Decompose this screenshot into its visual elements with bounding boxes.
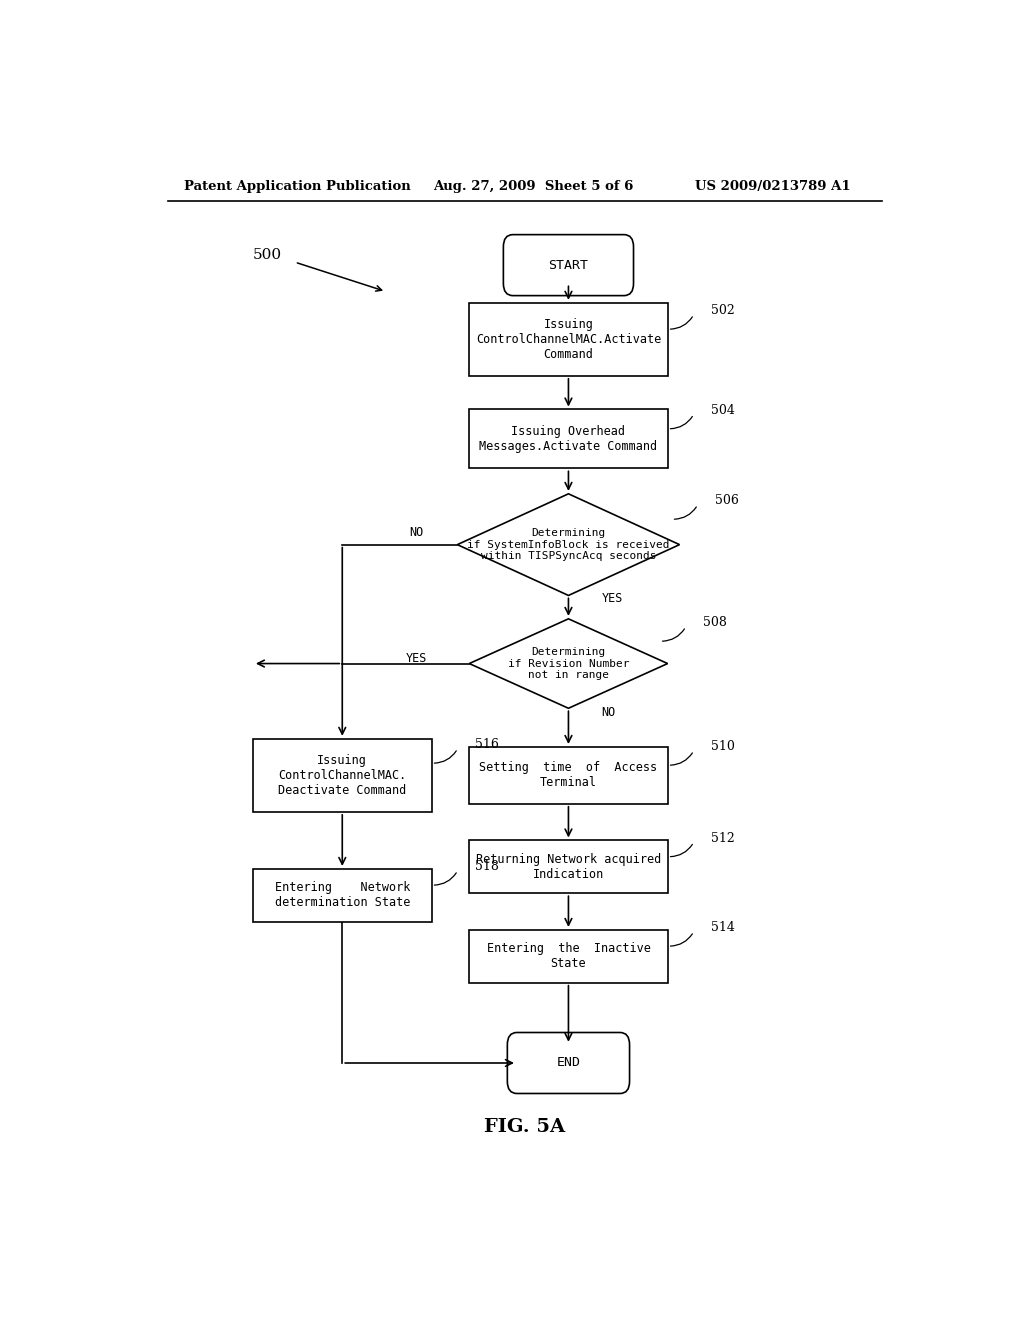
Text: Patent Application Publication: Patent Application Publication bbox=[183, 181, 411, 193]
Text: 500: 500 bbox=[252, 248, 282, 261]
Text: Issuing
ControlChannelMAC.Activate
Command: Issuing ControlChannelMAC.Activate Comma… bbox=[476, 318, 662, 360]
Bar bbox=[469, 841, 668, 894]
Text: 504: 504 bbox=[712, 404, 735, 417]
Text: START: START bbox=[549, 259, 589, 272]
Bar bbox=[469, 929, 668, 982]
Text: 516: 516 bbox=[475, 738, 499, 751]
Bar bbox=[253, 739, 431, 812]
Text: 506: 506 bbox=[716, 495, 739, 507]
Text: END: END bbox=[556, 1056, 581, 1069]
Text: YES: YES bbox=[601, 591, 623, 605]
Text: Issuing
ControlChannelMAC.
Deactivate Command: Issuing ControlChannelMAC. Deactivate Co… bbox=[279, 754, 407, 797]
FancyBboxPatch shape bbox=[507, 1032, 630, 1093]
FancyBboxPatch shape bbox=[504, 235, 634, 296]
Bar bbox=[469, 302, 668, 376]
Text: 502: 502 bbox=[712, 305, 735, 317]
Text: FIG. 5A: FIG. 5A bbox=[484, 1118, 565, 1137]
Text: Determining
if Revision Number
not in range: Determining if Revision Number not in ra… bbox=[508, 647, 629, 680]
Text: YES: YES bbox=[406, 652, 427, 665]
Bar bbox=[253, 869, 431, 921]
Text: Issuing Overhead
Messages.Activate Command: Issuing Overhead Messages.Activate Comma… bbox=[479, 425, 657, 453]
Text: Entering  the  Inactive
State: Entering the Inactive State bbox=[486, 942, 650, 970]
Bar bbox=[469, 747, 668, 804]
Text: 508: 508 bbox=[703, 616, 727, 630]
Text: 514: 514 bbox=[712, 921, 735, 935]
Polygon shape bbox=[469, 619, 668, 709]
Text: 510: 510 bbox=[712, 741, 735, 754]
Text: 518: 518 bbox=[475, 861, 499, 874]
Text: Determining
if SystemInfoBlock is received
within TISPSyncAcq seconds: Determining if SystemInfoBlock is receiv… bbox=[467, 528, 670, 561]
Text: NO: NO bbox=[409, 525, 423, 539]
Text: Entering    Network
determination State: Entering Network determination State bbox=[274, 882, 410, 909]
Bar bbox=[469, 409, 668, 469]
Text: US 2009/0213789 A1: US 2009/0213789 A1 bbox=[695, 181, 851, 193]
Text: Setting  time  of  Access
Terminal: Setting time of Access Terminal bbox=[479, 762, 657, 789]
Text: 512: 512 bbox=[712, 832, 735, 845]
Polygon shape bbox=[458, 494, 680, 595]
Text: Aug. 27, 2009  Sheet 5 of 6: Aug. 27, 2009 Sheet 5 of 6 bbox=[433, 181, 634, 193]
Text: NO: NO bbox=[601, 706, 615, 719]
Text: Returning Network acquired
Indication: Returning Network acquired Indication bbox=[476, 853, 662, 880]
